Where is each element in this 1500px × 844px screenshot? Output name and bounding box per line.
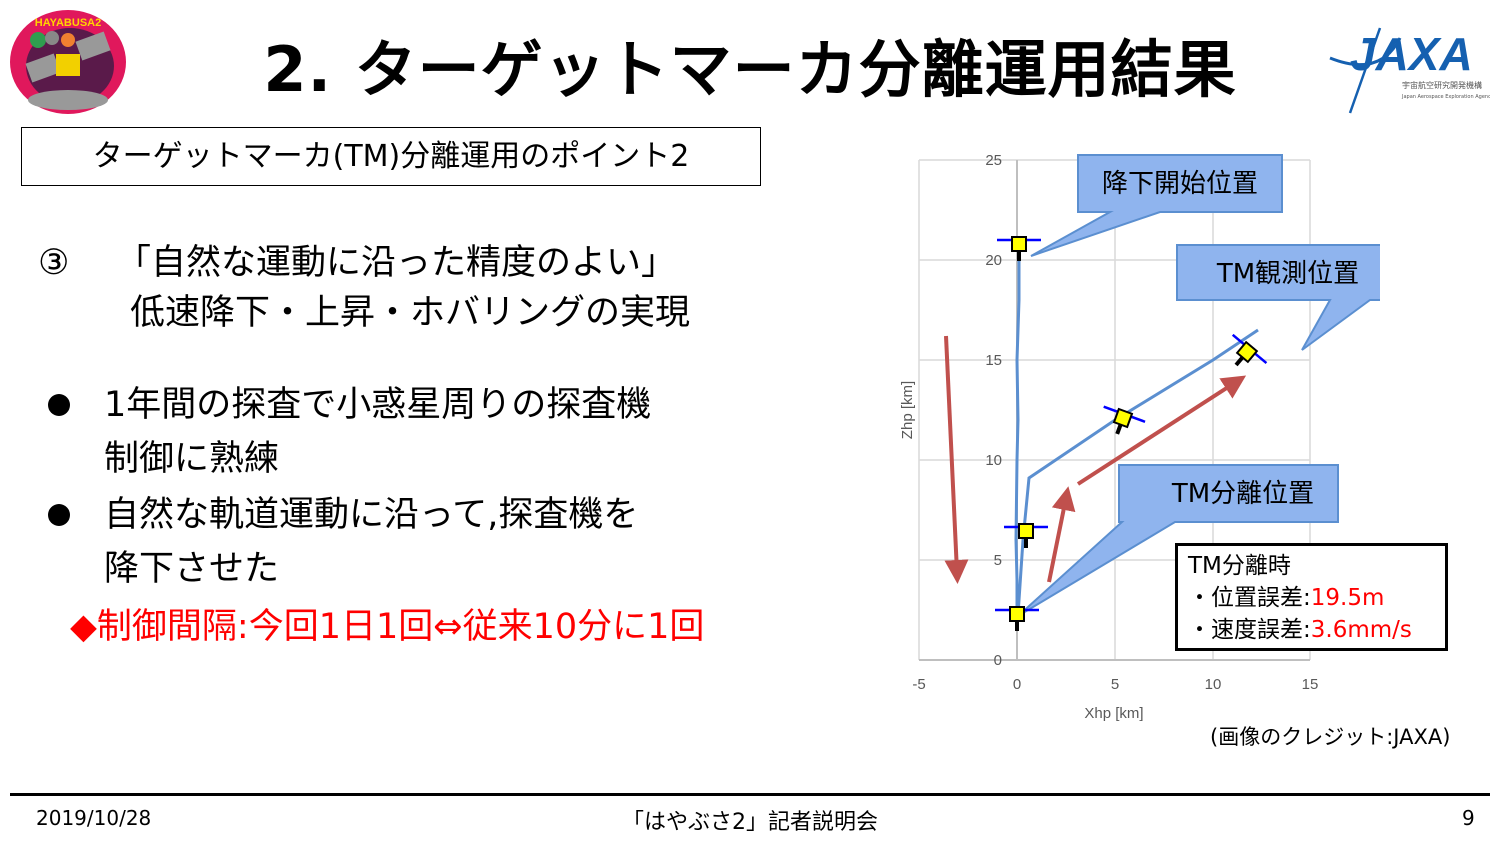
footer-date: 2019/10/28 [36, 806, 152, 830]
section-subtitle: ターゲットマーカ(TM)分離運用のポイント2 [21, 127, 761, 186]
svg-text:Japan Aerospace Exploration Ag: Japan Aerospace Exploration Agency [1401, 94, 1490, 100]
tm-separation-info-box: TM分離時 ・位置誤差:19.5m ・速度誤差:3.6mm/s [1175, 543, 1448, 651]
spacecraft-marker-icon [995, 606, 1039, 631]
callout-descent-start: 降下開始位置 [1030, 154, 1283, 257]
svg-text:20: 20 [985, 252, 1002, 269]
page-number: 9 [1462, 806, 1475, 830]
svg-text:25: 25 [985, 152, 1002, 169]
callout-tm-observation: TM観測位置 [1176, 244, 1380, 351]
svg-text:0: 0 [994, 652, 1002, 669]
svg-text:-5: -5 [912, 676, 925, 693]
key-point: ③ 「自然な運動に沿った精度のよい」 低速降下・上昇・ホバリングの実現 [38, 238, 690, 338]
spacecraft-marker-icon [1004, 523, 1048, 548]
descent-direction-arrow [944, 335, 969, 584]
svg-text:降下開始位置: 降下開始位置 [1102, 169, 1258, 199]
footer-divider [10, 793, 1490, 796]
point-number: ③ [38, 243, 70, 283]
svg-text:5: 5 [1111, 676, 1119, 693]
y-axis-label: Zhp [km] [899, 381, 916, 439]
ascent-direction-arrow [1047, 486, 1076, 583]
bullet-item: 自然な軌道運動に沿って,探査機を 降下させた [48, 488, 638, 596]
bullet-dot-icon [48, 504, 70, 526]
svg-text:TM分離位置: TM分離位置 [1171, 479, 1314, 509]
ascent-trajectory-line [1015, 328, 1259, 631]
hayabusa2-logo: HAYABUSA2 [8, 8, 128, 116]
jaxa-logo: JAXA 宇宙航空研究開発機構 Japan Aerospace Explorat… [1320, 18, 1494, 118]
page-title: 2. ターゲットマーカ分離運用結果 [263, 33, 1237, 106]
position-error-value: 19.5m [1310, 585, 1385, 611]
info-box-title: TM分離時 [1188, 553, 1291, 579]
bullet-line-1: 自然な軌道運動に沿って,探査機を [104, 495, 639, 535]
svg-text:宇宙航空研究開発機構: 宇宙航空研究開発機構 [1402, 80, 1482, 90]
footer-event-name: 「はやぶさ2」記者説明会 [622, 810, 878, 835]
bullet-item: 1年間の探査で小惑星周りの探査機 制御に熟練 [48, 378, 651, 486]
bullet-line-2: 降下させた [104, 549, 280, 589]
velocity-error-row: ・速度誤差:3.6mm/s [1188, 617, 1412, 643]
x-tick-labels: -5 0 5 10 15 [912, 676, 1318, 693]
control-interval-note: ◆制御間隔:今回1日1回⇔従来10分に1回 [70, 607, 705, 647]
svg-text:0: 0 [1013, 676, 1021, 693]
bullet-line-2: 制御に熟練 [104, 439, 280, 479]
hayabusa2-logo-icon: HAYABUSA2 [10, 10, 126, 114]
svg-text:JAXA: JAXA [1350, 28, 1473, 80]
jaxa-logo-icon: JAXA 宇宙航空研究開発機構 Japan Aerospace Explorat… [1329, 27, 1494, 114]
callout-tm-separation: TM分離位置 [1017, 464, 1339, 617]
descent-trajectory-line [1014, 254, 1021, 630]
spacecraft-marker-icon [1231, 333, 1268, 367]
x-axis-label: Xhp [km] [1084, 705, 1143, 722]
svg-text:HAYABUSA2: HAYABUSA2 [35, 17, 101, 29]
velocity-error-value: 3.6mm/s [1310, 617, 1412, 643]
ascent-direction-arrow [1076, 375, 1247, 486]
svg-text:10: 10 [1205, 676, 1222, 693]
image-credit: (画像のクレジット:JAXA) [1210, 725, 1451, 749]
position-error-row: ・位置誤差:19.5m [1188, 585, 1385, 611]
point-line-1: 「自然な運動に沿った精度のよい」 [116, 243, 677, 283]
point-line-2: 低速降下・上昇・ホバリングの実現 [130, 293, 691, 333]
svg-text:TM観測位置: TM観測位置 [1216, 259, 1359, 289]
spacecraft-marker-icon [1103, 405, 1146, 435]
y-tick-labels: 25 20 15 10 5 0 [985, 152, 1002, 669]
svg-text:15: 15 [1302, 676, 1319, 693]
bullet-line-1: 1年間の探査で小惑星周りの探査機 [104, 385, 652, 425]
spacecraft-marker-icon [997, 236, 1041, 261]
svg-text:10: 10 [985, 452, 1002, 469]
bullet-dot-icon [48, 394, 70, 416]
svg-text:5: 5 [994, 552, 1002, 569]
svg-text:15: 15 [985, 352, 1002, 369]
